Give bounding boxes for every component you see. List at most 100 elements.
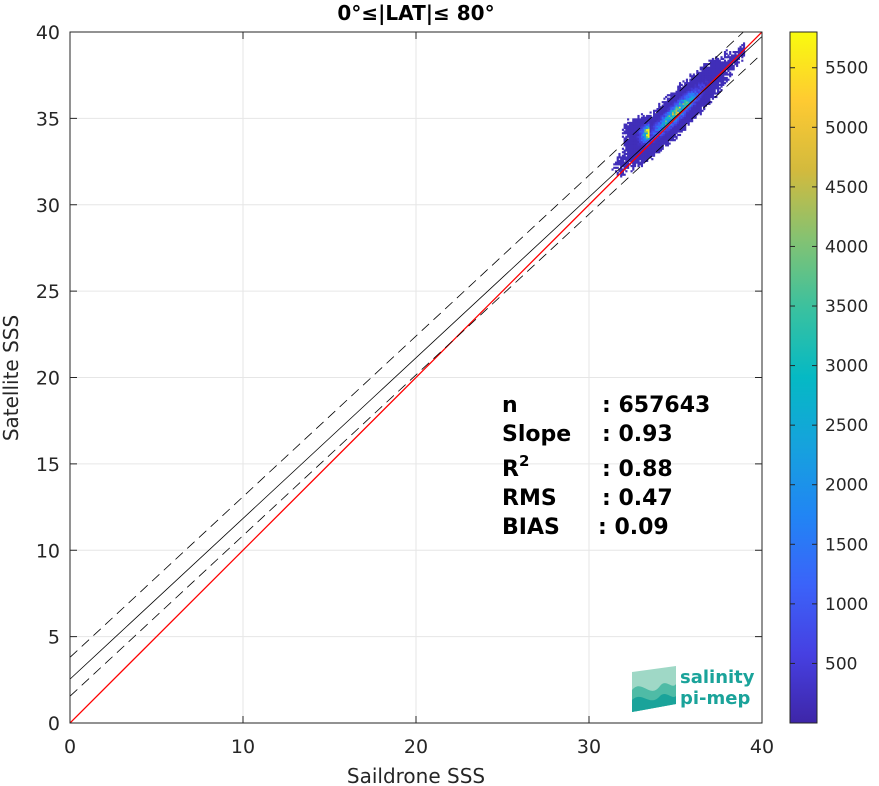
density-cell [663, 133, 666, 137]
density-cell [670, 130, 673, 133]
density-cell [647, 120, 650, 123]
density-cell [708, 89, 711, 92]
density-cell [696, 89, 699, 92]
density-cell [654, 116, 657, 119]
density-cell [666, 101, 669, 104]
density-cell [649, 137, 652, 140]
density-cell [687, 116, 690, 119]
density-cell [684, 97, 687, 100]
density-cell [685, 121, 689, 124]
density-cell [633, 142, 637, 145]
density-cell [661, 133, 664, 137]
density-cell [628, 142, 631, 145]
density-cell [649, 135, 652, 138]
density-cell [713, 75, 716, 78]
density-cell [668, 139, 671, 142]
density-cell [677, 97, 680, 100]
density-cell [713, 66, 716, 69]
density-cell [665, 95, 668, 99]
density-cell [640, 152, 644, 156]
density-cell [630, 133, 633, 137]
density-cell [708, 92, 711, 95]
density-cell [708, 75, 711, 78]
chart-title: 0°≤|LAT|≤ 80° [337, 1, 494, 25]
density-cell [658, 144, 661, 147]
density-cell [628, 149, 631, 152]
density-cell [675, 121, 678, 124]
density-cell [625, 132, 628, 135]
density-cell [654, 132, 657, 135]
density-cell [646, 127, 649, 130]
density-cell [673, 121, 676, 124]
density-cell [647, 149, 650, 152]
density-cell [718, 76, 721, 80]
density-cell [628, 144, 631, 147]
density-cell [673, 125, 676, 128]
density-cell [718, 78, 721, 81]
density-cell [703, 90, 706, 93]
density-cell [742, 44, 746, 47]
density-cell [640, 137, 644, 140]
density-cell [736, 54, 739, 57]
density-cell [661, 125, 664, 128]
density-cell [697, 87, 701, 90]
density-cell [635, 146, 638, 149]
density-cell [710, 76, 713, 80]
density-cell [642, 120, 645, 123]
density-cell [680, 123, 683, 126]
density-cell [689, 87, 692, 90]
density-cell [717, 92, 720, 95]
density-cell [647, 147, 650, 150]
density-cell [644, 144, 647, 147]
density-cell [722, 76, 725, 80]
density-cell [699, 90, 702, 93]
density-cell [644, 123, 647, 126]
density-cell [639, 125, 642, 128]
density-cell [717, 76, 720, 80]
density-cell [677, 106, 680, 109]
density-cell [653, 146, 656, 149]
density-cell [678, 121, 682, 124]
density-cell [665, 113, 668, 116]
density-cell [656, 123, 659, 126]
density-cell [718, 80, 721, 83]
density-cell [637, 159, 640, 162]
density-cell [713, 63, 716, 66]
density-cell [689, 80, 692, 83]
density-cell [637, 116, 640, 119]
density-cell [694, 95, 697, 99]
density-cell [651, 151, 654, 154]
density-cell [684, 113, 687, 116]
density-cell [737, 47, 740, 50]
density-cell [642, 151, 645, 154]
density-cell [640, 154, 644, 157]
density-cell [713, 71, 716, 74]
density-cell [658, 109, 661, 112]
density-cell [680, 94, 683, 97]
density-cell [722, 82, 725, 85]
density-cell [729, 68, 732, 71]
density-cell [625, 147, 628, 150]
density-cell [704, 90, 708, 93]
density-cell [640, 135, 644, 138]
density-cell [633, 130, 637, 133]
density-cell [730, 66, 733, 69]
density-cell [675, 120, 678, 123]
density-cell [656, 114, 659, 118]
density-cell [642, 144, 645, 147]
density-cell [632, 132, 635, 135]
density-cell [729, 61, 732, 64]
density-cell [687, 94, 690, 97]
density-cell [694, 80, 697, 83]
density-cell [692, 114, 695, 118]
density-cell [673, 109, 676, 112]
density-cell [630, 154, 633, 157]
density-cell [630, 144, 633, 147]
density-cell [653, 109, 656, 112]
density-cell [680, 90, 683, 93]
density-cell [703, 87, 706, 90]
density-cell [715, 80, 718, 83]
density-cell [685, 89, 689, 92]
density-cell [720, 89, 723, 92]
density-cell [630, 159, 633, 162]
